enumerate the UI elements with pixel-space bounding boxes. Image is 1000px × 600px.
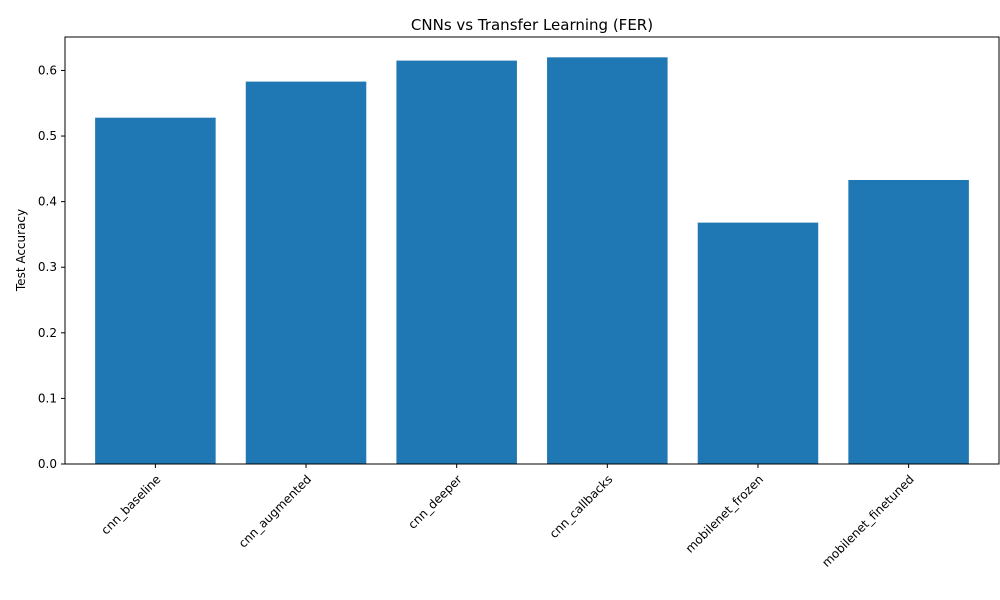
bar-cnn_callbacks [547, 57, 668, 464]
x-tick-label: mobilenet_frozen [683, 472, 766, 555]
x-tick-label: cnn_callbacks [547, 472, 616, 541]
y-tick-label: 0.3 [38, 260, 57, 274]
bar-cnn_augmented [245, 81, 367, 464]
plot-frame [64, 36, 1000, 465]
y-tick-label: 0.6 [38, 63, 57, 77]
y-tick-label: 0.5 [38, 129, 57, 143]
y-axis: 0.0 0.1 0.2 0.3 0.4 0.5 0.6 [38, 63, 65, 471]
x-tick-label: cnn_augmented [236, 472, 314, 550]
bars-layer [95, 57, 969, 465]
y-tick-label: 0.2 [38, 326, 57, 340]
bar-mobilenet_frozen [697, 222, 819, 464]
chart-title: CNNs vs Transfer Learning (FER) [411, 16, 653, 34]
bar-mobilenet_finetuned [848, 179, 969, 465]
bar-cnn_baseline [95, 117, 216, 465]
y-tick-label: 0.1 [38, 391, 57, 405]
x-tick-label: cnn_baseline [98, 472, 163, 537]
x-axis: cnn_baseline cnn_augmented cnn_deeper cnn_c… [98, 464, 917, 570]
bar-cnn_deeper [396, 60, 517, 465]
y-tick-label: 0.0 [38, 457, 57, 471]
x-tick-label: cnn_deeper [405, 472, 465, 532]
y-axis-label: Test Accuracy [14, 209, 28, 292]
y-tick-label: 0.4 [38, 195, 57, 209]
x-tick-label: mobilenet_finetuned [819, 472, 916, 569]
